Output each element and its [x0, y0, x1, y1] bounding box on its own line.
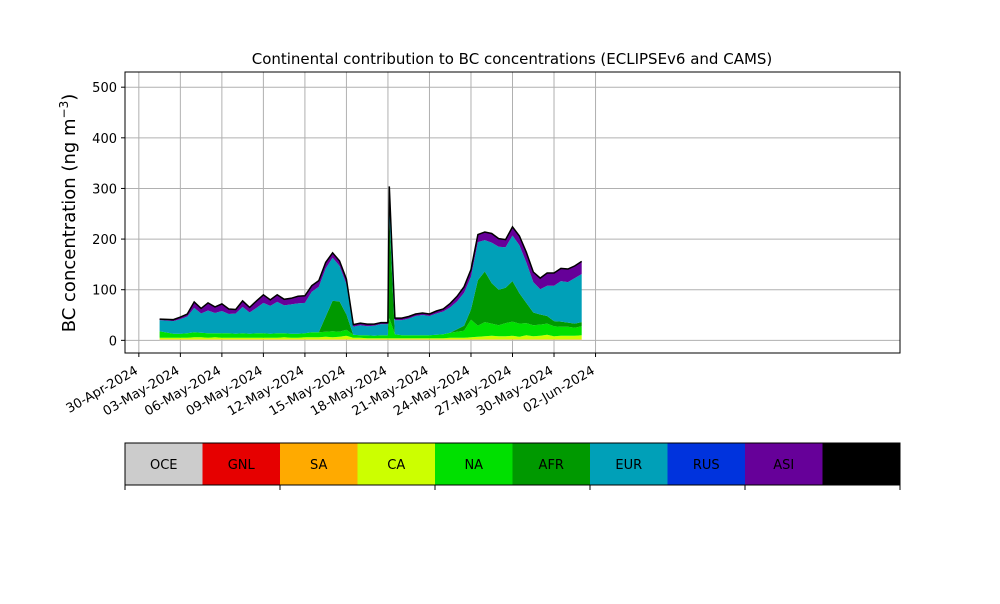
area-eur — [159, 196, 582, 336]
y-axis-label-main: BC concentration (ng m — [59, 118, 80, 332]
legend-frame — [124, 442, 901, 486]
legend-label: AFR — [539, 458, 564, 473]
legend-swatch-na — [435, 443, 513, 485]
y-tick-label: 200 — [92, 233, 117, 248]
legend-swatch-rus — [667, 443, 746, 485]
legend-swatch-oce — [125, 443, 203, 485]
area-oce — [159, 339, 582, 341]
legend-label: CA — [387, 458, 405, 473]
legend-swatch-afr — [512, 443, 591, 485]
y-axis-ticks: 0 100 200 300 400 500 — [92, 81, 125, 349]
y-axis-label: BC concentration (ng m−3) — [57, 94, 80, 333]
legend-swatch-ca — [357, 443, 436, 485]
legend-swatch-asi — [745, 443, 823, 485]
area-sa — [159, 339, 582, 340]
legend-label: GNL — [228, 458, 256, 473]
y-tick-label: 100 — [92, 284, 117, 299]
area-ca — [159, 334, 582, 340]
legend-label: SA — [310, 458, 327, 473]
area-na — [159, 318, 582, 339]
legend-label: RUS — [693, 458, 720, 473]
legend-label: NA — [464, 458, 483, 473]
y-axis-label-close: ) — [59, 94, 80, 101]
legend-label: ASI — [773, 458, 794, 473]
y-tick-label: 500 — [92, 81, 117, 96]
legend-label: AUS — [848, 458, 875, 473]
area-afr — [159, 216, 582, 336]
y-tick-label: 0 — [109, 334, 117, 349]
legend-swatch-eur — [590, 443, 668, 485]
total-line — [159, 186, 583, 326]
y-axis-label-exponent: −3 — [57, 101, 71, 119]
stacked-areas — [159, 186, 582, 341]
chart-title: Continental contribution to BC concentra… — [252, 50, 773, 68]
legend-swatch-gnl — [202, 443, 281, 485]
legend-label: OCE — [150, 458, 178, 473]
area-asi — [159, 186, 582, 327]
legend-label: EUR — [615, 458, 642, 473]
legend-swatch-sa — [280, 443, 358, 485]
legend-swatch-aus — [822, 443, 901, 485]
y-tick-label: 300 — [92, 182, 117, 197]
total-outline — [159, 186, 583, 326]
legend-colorbar: OCE GNL SA CA NA AFR EUR RUS ASI AUS — [124, 442, 901, 490]
y-tick-label: 400 — [92, 132, 117, 147]
